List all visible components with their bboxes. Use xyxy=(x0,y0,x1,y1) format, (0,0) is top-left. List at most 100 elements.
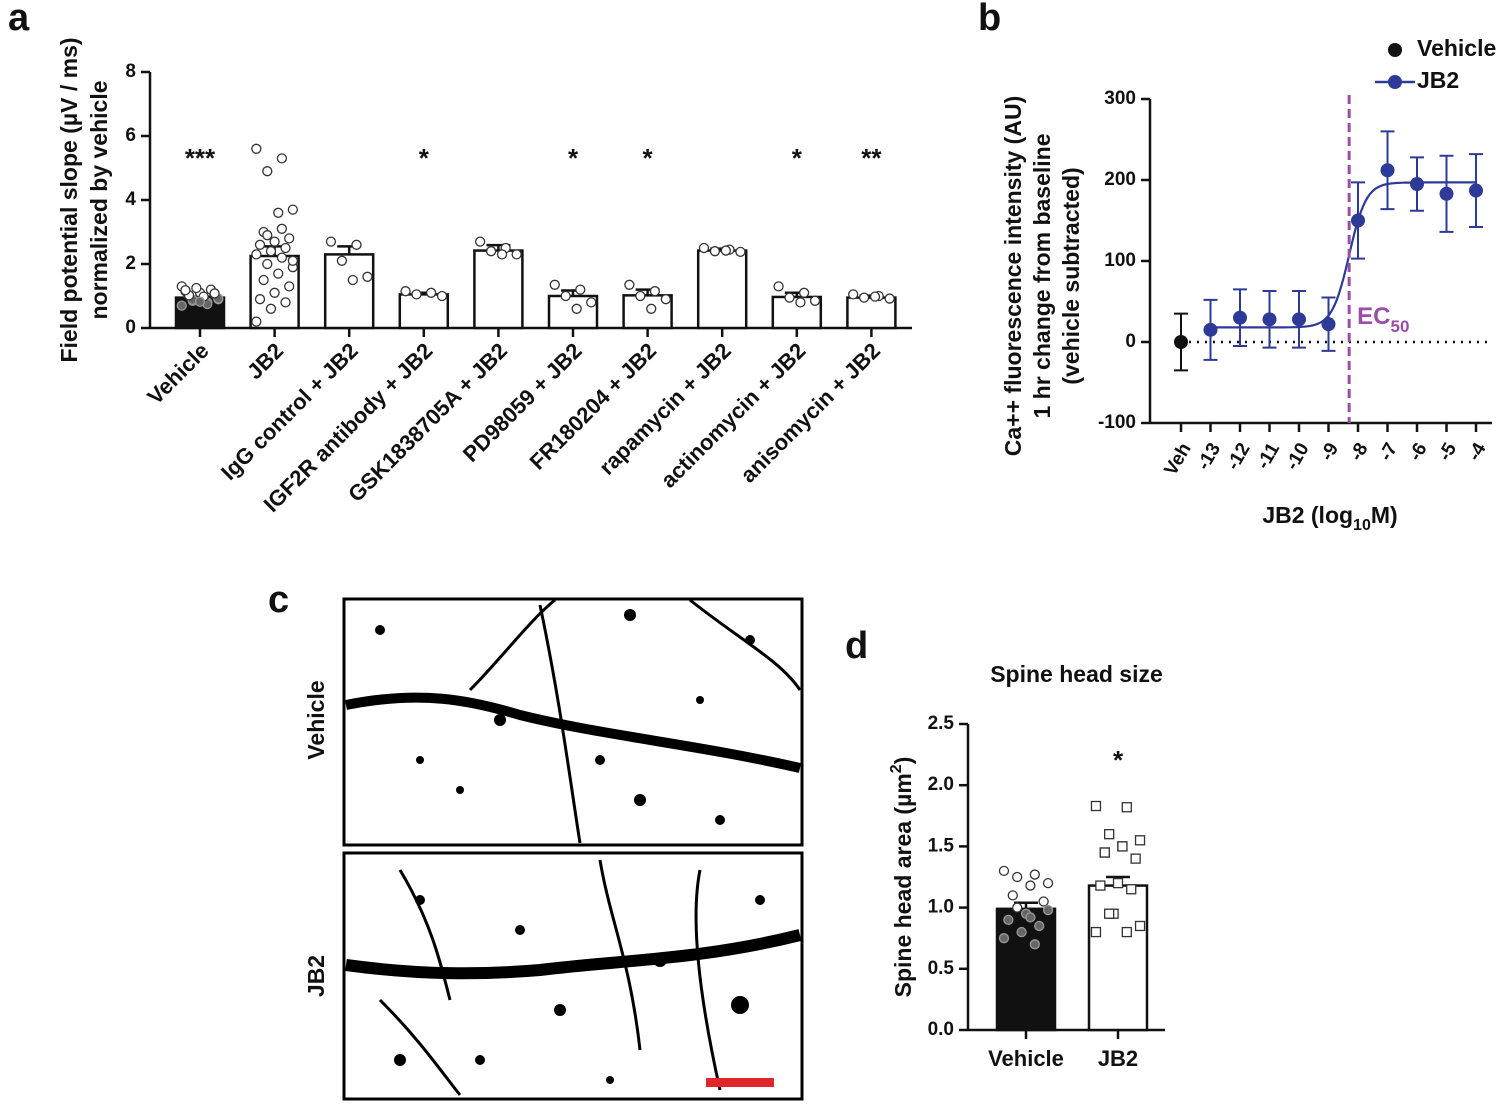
data-point xyxy=(280,297,291,308)
data-point xyxy=(284,281,295,292)
significance: * xyxy=(792,143,803,173)
data-point xyxy=(1038,896,1049,907)
micrograph-jb2 xyxy=(342,851,804,1101)
data-point xyxy=(848,289,859,300)
x-tick-label: -8 xyxy=(1346,440,1373,465)
fit-curve xyxy=(1210,181,1476,329)
y-tick-label: 2.5 xyxy=(928,713,955,734)
x-tick-label: FR180204 + JB2 xyxy=(525,338,662,475)
y-tick-label: 200 xyxy=(1104,169,1136,190)
data-point xyxy=(1025,880,1036,891)
data-point xyxy=(251,316,262,327)
x-axis-label: JB2 (log10M) xyxy=(1262,502,1397,534)
data-point xyxy=(1042,904,1054,916)
y-tick-label: 300 xyxy=(1104,88,1136,109)
data-point xyxy=(425,287,437,298)
x-axis-label-sub: 10 xyxy=(1353,517,1371,534)
data-point xyxy=(1112,877,1124,889)
data-point xyxy=(1025,912,1036,923)
data-point xyxy=(251,143,262,154)
significance: * xyxy=(643,143,654,173)
y-tick-label: 2.0 xyxy=(928,774,954,795)
y-tick-label: 0.0 xyxy=(928,1019,954,1040)
data-point xyxy=(784,292,795,303)
data-point xyxy=(1090,926,1102,938)
data-point xyxy=(1095,880,1106,891)
data-point xyxy=(180,285,191,296)
x-tick-label: Vehicle xyxy=(142,338,213,409)
data-point xyxy=(798,287,810,298)
data-point xyxy=(209,288,220,299)
data-point xyxy=(1016,926,1027,938)
x-axis-label-part: JB2 (log xyxy=(1262,502,1353,528)
y-tick-label: 8 xyxy=(125,61,136,82)
data-point xyxy=(1104,908,1115,919)
data-point xyxy=(649,286,661,297)
x-tick-label: -12 xyxy=(1223,440,1255,474)
data-point xyxy=(1351,213,1365,228)
data-point xyxy=(1262,312,1277,327)
data-point xyxy=(773,281,784,292)
data-point xyxy=(998,933,1010,944)
data-point xyxy=(400,286,411,297)
data-point xyxy=(1029,869,1040,880)
x-tick-label: -6 xyxy=(1405,440,1432,465)
data-point xyxy=(485,246,497,257)
legend-label: JB2 xyxy=(1417,67,1459,93)
data-point xyxy=(635,290,646,302)
data-point xyxy=(1174,335,1188,349)
data-point xyxy=(858,292,870,303)
data-point xyxy=(549,279,560,290)
ec50-label-part: EC xyxy=(1357,303,1390,330)
data-point xyxy=(1321,317,1336,332)
y-axis-label-part: ) xyxy=(890,757,916,765)
data-point xyxy=(191,282,202,294)
image-label: JB2 xyxy=(303,955,329,997)
y-axis-label: (vehicle subtracted) xyxy=(1058,167,1084,384)
micrograph-vehicle xyxy=(342,597,804,847)
panel-label: c xyxy=(268,579,289,621)
significance: * xyxy=(419,143,430,173)
bar xyxy=(696,249,748,330)
data-point xyxy=(284,233,295,244)
significance: * xyxy=(1113,745,1124,775)
significance: ** xyxy=(861,143,882,173)
bar xyxy=(323,253,375,330)
y-tick-label: -100 xyxy=(1098,412,1136,433)
data-point xyxy=(1012,902,1023,913)
panel-label: d xyxy=(845,625,868,667)
data-point xyxy=(1007,890,1018,901)
significance: *** xyxy=(185,143,216,173)
bar xyxy=(1087,884,1149,1032)
x-tick-label: actinomycin + JB2 xyxy=(656,338,811,493)
data-point xyxy=(262,258,273,270)
x-axis-label-part: M) xyxy=(1371,502,1398,528)
data-point xyxy=(1469,183,1483,198)
data-point xyxy=(646,303,657,314)
bar xyxy=(995,907,1057,1032)
data-point xyxy=(660,294,671,305)
image-label: Vehicle xyxy=(303,680,329,759)
data-point xyxy=(869,291,881,302)
data-point xyxy=(1099,847,1110,858)
data-point xyxy=(273,268,284,279)
data-point xyxy=(1292,312,1306,327)
data-point xyxy=(1042,877,1054,889)
y-axis-label: normalized by vehicle xyxy=(86,80,112,319)
legend-marker xyxy=(1388,75,1402,89)
ec50-label-sub: 50 xyxy=(1390,317,1409,336)
x-tick-label: -11 xyxy=(1253,439,1285,473)
x-tick-label: Vehicle xyxy=(988,1046,1064,1071)
y-axis-label-sup: 2 xyxy=(888,764,905,773)
y-tick-label: 4 xyxy=(125,189,136,210)
y-tick-label: 6 xyxy=(125,125,136,146)
data-point xyxy=(176,300,187,311)
data-point xyxy=(347,274,358,286)
legend-label: Vehicle xyxy=(1417,35,1496,61)
x-tick-label: IgG control + JB2 xyxy=(216,338,363,485)
data-point xyxy=(735,246,746,257)
data-point xyxy=(325,236,337,247)
data-point xyxy=(560,290,571,302)
data-point xyxy=(1439,186,1454,201)
data-point xyxy=(698,242,710,254)
